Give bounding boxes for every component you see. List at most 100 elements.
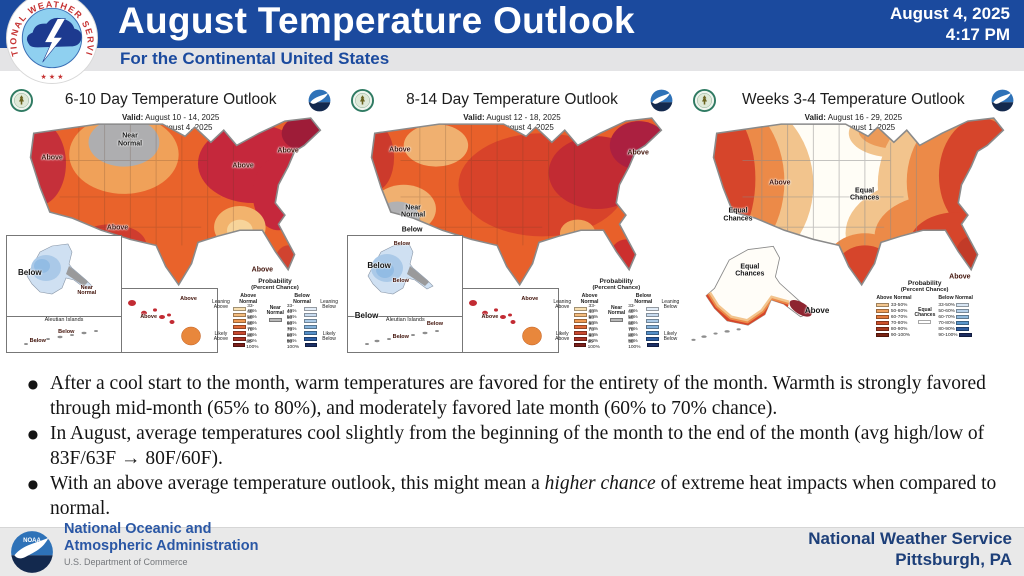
legend-lg-centerlab: Near Normal <box>266 305 284 317</box>
legend-lg-sidelab: Leaning Below <box>320 299 338 311</box>
legend-lg-val: 80-90% <box>938 326 955 332</box>
legend-lg-val: 90-100% <box>246 340 259 350</box>
legend-grid: Leaning Above Likely Above Above Normal 33-… <box>553 293 680 350</box>
map-area: Above Equal Chances Equal Chances Above Equ… <box>683 112 1024 372</box>
legend-lg-val: 33-40% <box>628 304 638 314</box>
legend-lg-val: 50-60% <box>588 316 599 326</box>
legend-swatch <box>232 342 245 348</box>
legend-lg-val: 40-50% <box>286 310 297 320</box>
bullets: ● After a cool start to the month, warm t… <box>16 372 1012 522</box>
inset-divider <box>7 316 121 317</box>
legend-lg-val: 50-60% <box>628 316 638 326</box>
commerce-seal-icon <box>10 88 33 112</box>
header-time: 4:17 PM <box>945 24 1010 44</box>
legend-lg-sidelab: Likely Below <box>322 330 336 342</box>
bullet-text-segment: of extreme heat impacts when compared to… <box>50 473 997 519</box>
legend-lg-val: 90-100% <box>286 340 300 350</box>
legend-row: 60-70% <box>287 322 318 332</box>
legend-row: 70-80% <box>574 328 605 338</box>
legend-row: 90-100% <box>628 340 659 350</box>
aleutian-islands-svg <box>24 330 98 345</box>
legend-lg-val: 70-80% <box>286 328 297 338</box>
legend-swatch <box>304 306 318 312</box>
legend-swatch <box>574 324 588 330</box>
legend-left-labels: Leaning Above Likely Above <box>212 299 230 342</box>
legend-lg-colhead: Above Normal <box>876 295 912 301</box>
legend-title: Probability <box>907 280 942 287</box>
legend-lg-val: 50-60% <box>247 316 257 326</box>
header-date: August 4, 2025 <box>890 4 1010 23</box>
legend-swatch <box>232 306 246 312</box>
office-name: National Weather Service Pittsburgh, PA <box>808 529 1012 570</box>
legend-row: 70-80% <box>232 328 264 338</box>
legend-row: 70-80% <box>938 320 973 326</box>
map-area: Above Near Normal Above Above Above Above Ale… <box>0 112 341 372</box>
conus-map-svg <box>371 117 663 287</box>
legend-lg-sidelab: Likely Above <box>213 330 228 342</box>
bullet-item: ● In August, average temperatures cool sl… <box>16 422 1012 471</box>
legend-row: 90-100% <box>574 340 605 350</box>
legend-lg-val: 70-80% <box>938 320 955 326</box>
legend-center: Near Normal <box>608 305 625 322</box>
legend-swatch <box>956 314 970 320</box>
map-area: Above Near Normal Below Above Aleutian Isla… <box>341 112 682 372</box>
legend-lg-val: 50-60% <box>890 308 908 314</box>
bullet-text-segment: After a cool start to the month, warm te… <box>50 373 986 419</box>
alaska-inset: Aleutian Islands Below Near Normal Below Be… <box>6 235 122 353</box>
subtitle: For the Continental United States <box>120 49 390 68</box>
legend-lg-val: 70-80% <box>628 328 638 338</box>
legend-lg-colhead: Below Normal <box>938 295 973 301</box>
legend-swatch <box>304 330 318 336</box>
legend-right-labels: Leaning Below Likely Below <box>662 299 680 342</box>
legend-lg-val: 40-50% <box>247 310 257 320</box>
legend-row: 90-100% <box>232 340 264 350</box>
legend-row: 33-40% <box>287 304 318 314</box>
legend-subtitle: (Percent Chance) <box>592 285 641 291</box>
legend-row: 60-70% <box>574 322 605 332</box>
legend-row: 70-80% <box>628 328 659 338</box>
legend-lg-val: 60-70% <box>938 314 955 320</box>
header-bar <box>0 0 1024 48</box>
legend-lg-val: 60-70% <box>628 322 638 332</box>
legend-swatch <box>232 318 246 324</box>
agency-name: National Oceanic and Atmospheric Adminis… <box>64 521 258 567</box>
legend-row: 33-50% <box>938 302 973 308</box>
bullet-marker: ● <box>27 377 39 391</box>
panel-title: 8-14 Day Temperature Outlook <box>406 91 618 108</box>
legend-swatch <box>876 320 890 326</box>
hawaii-inset: Above Above <box>121 288 218 353</box>
legend-lg-val: 60-70% <box>588 322 599 332</box>
office-line-1: National Weather Service <box>808 529 1012 549</box>
legend-swatch <box>574 330 588 336</box>
legend-row: 80-90% <box>628 334 659 344</box>
legend-lg-val: 60-70% <box>890 314 908 320</box>
legend-row: 40-50% <box>286 310 318 320</box>
legend-swatch <box>956 326 970 332</box>
valid-label: Valid: <box>463 113 485 122</box>
legend-row: 60-70% <box>628 322 659 332</box>
legend-below-column: Below Normal 33-50% 50-60% 60-70% 70-80% 80-9… <box>938 295 973 338</box>
legend-swatch <box>645 330 659 336</box>
legend-subtitle: (Percent Chance) <box>251 285 299 291</box>
legend-row: 60-70% <box>938 314 973 320</box>
legend-row: 70-80% <box>286 328 318 338</box>
legend-row: 80-90% <box>876 326 911 332</box>
legend-swatch <box>646 342 659 348</box>
legend-swatch <box>956 308 970 314</box>
legend-title: Probability <box>258 278 292 285</box>
valid-value: August 12 - 18, 2025 <box>486 113 561 122</box>
hawaii-map-svg <box>128 300 201 346</box>
lightning-icon <box>42 18 66 63</box>
valid-label: Valid: <box>804 113 826 122</box>
legend-lg-val: 50-60% <box>938 308 955 314</box>
office-line-2: Pittsburgh, PA <box>895 549 1012 569</box>
legend-row: 90-100% <box>286 340 318 350</box>
nws-stars: ★ ★ ★ <box>41 73 64 81</box>
legend-swatch <box>574 306 588 312</box>
legend-row: 50-60% <box>232 316 264 326</box>
commerce-seal-icon <box>351 88 375 112</box>
legend-swatch <box>876 326 890 332</box>
noaa-logo-icon <box>650 89 673 111</box>
page-title: August Temperature Outlook <box>118 0 635 41</box>
